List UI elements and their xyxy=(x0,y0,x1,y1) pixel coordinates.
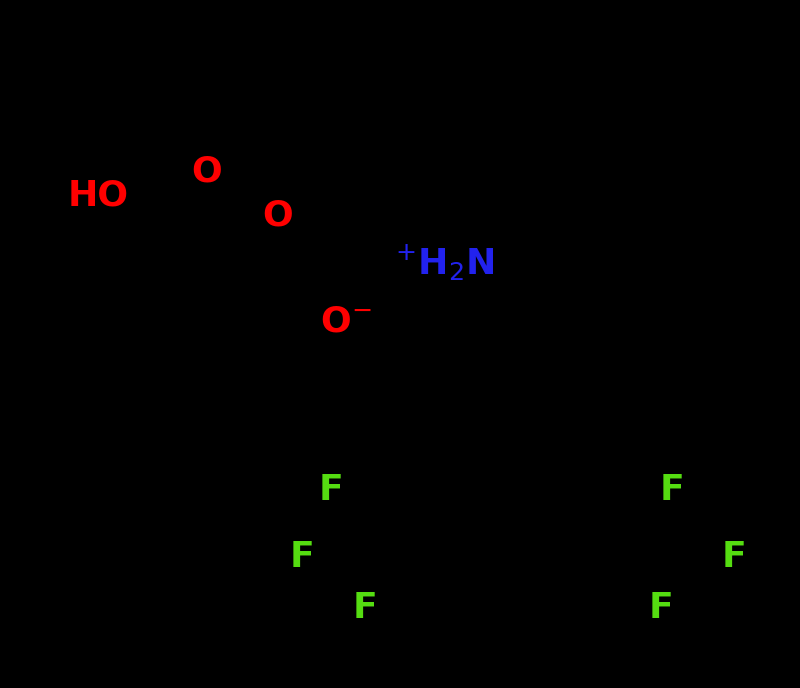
Text: F: F xyxy=(649,591,674,625)
Text: HO: HO xyxy=(68,178,129,212)
Text: F: F xyxy=(353,591,378,625)
Text: O$^{-}$: O$^{-}$ xyxy=(320,305,371,339)
Text: O: O xyxy=(192,155,222,189)
Text: O: O xyxy=(262,198,294,232)
Text: F: F xyxy=(660,473,684,507)
Text: F: F xyxy=(290,540,314,574)
Text: $^{+}$H$_2$N: $^{+}$H$_2$N xyxy=(395,243,494,283)
Text: F: F xyxy=(722,540,746,574)
Text: F: F xyxy=(318,473,343,507)
